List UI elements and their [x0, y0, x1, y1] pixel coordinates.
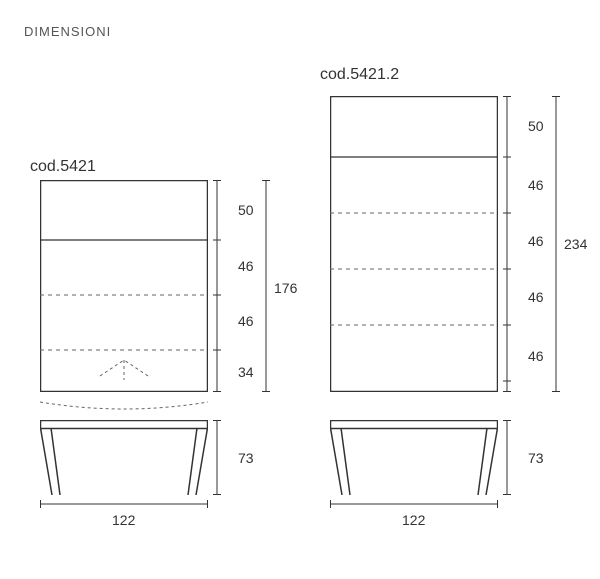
left-section-label-3: 34: [238, 364, 254, 380]
right-width-label: 122: [402, 512, 425, 528]
right-total-label: 234: [564, 236, 587, 252]
right-top-view: [330, 96, 498, 392]
right-side-height-tick: [503, 420, 523, 495]
left-section-ticks: [213, 180, 233, 392]
left-width-tick: [40, 500, 208, 512]
right-width-tick: [330, 500, 498, 512]
right-section-label-2: 46: [528, 233, 544, 249]
left-section-label-2: 46: [238, 313, 254, 329]
left-fold-arc: [40, 398, 208, 420]
left-side-view: [40, 420, 208, 495]
right-section-label-4: 46: [528, 348, 544, 364]
right-side-height-label: 73: [528, 450, 544, 466]
page-title: DIMENSIONI: [24, 24, 111, 39]
right-product-code: cod.5421.2: [320, 66, 399, 84]
left-total-label: 176: [274, 280, 297, 296]
right-section-label-1: 46: [528, 177, 544, 193]
left-section-label-0: 50: [238, 202, 254, 218]
left-width-label: 122: [112, 512, 135, 528]
right-section-ticks: [503, 96, 523, 392]
left-top-view: [40, 180, 208, 392]
left-product-code: cod.5421: [30, 158, 96, 176]
left-side-height-tick: [213, 420, 233, 495]
right-section-label-0: 50: [528, 118, 544, 134]
left-side-height-label: 73: [238, 450, 254, 466]
right-side-view: [330, 420, 498, 495]
right-section-label-3: 46: [528, 289, 544, 305]
left-section-label-1: 46: [238, 258, 254, 274]
